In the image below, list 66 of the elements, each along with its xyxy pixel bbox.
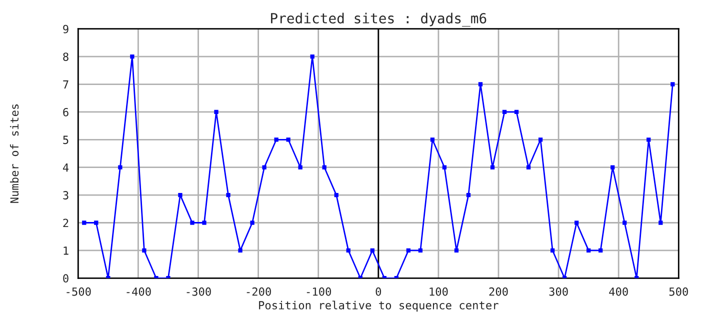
x-tick-label: 200 [489, 287, 508, 296]
y-tick-label: 2 [63, 218, 68, 227]
y-tick-label: 9 [63, 24, 68, 34]
point [610, 165, 615, 170]
y-tick-label: 6 [63, 108, 68, 116]
point [250, 220, 254, 225]
x-tick-label: 400 [609, 287, 628, 296]
point [538, 138, 543, 142]
point [550, 248, 555, 253]
point [586, 248, 591, 253]
point [178, 192, 182, 198]
x-tick-label: -300 [186, 287, 211, 296]
x-tick-label: -100 [306, 287, 332, 296]
point [322, 165, 326, 170]
x-tick-label: -400 [126, 287, 151, 296]
point [646, 138, 651, 142]
point [622, 220, 627, 225]
point [658, 220, 663, 225]
chart-title: Predicted sites : dyads_m6 [271, 12, 486, 27]
point [214, 110, 218, 114]
point [94, 220, 98, 225]
point [274, 138, 278, 142]
x-tick-label: 100 [430, 287, 448, 296]
x-tick-label: -200 [246, 287, 271, 296]
point [286, 138, 290, 142]
point [310, 54, 314, 59]
point [418, 248, 423, 253]
point [598, 248, 603, 253]
point [370, 248, 374, 253]
point [298, 165, 302, 170]
point [202, 220, 206, 225]
y-tick-label: 0 [63, 274, 68, 283]
x-tick-label: 0 [376, 287, 382, 296]
point [574, 220, 579, 225]
point [82, 220, 86, 225]
point [454, 248, 459, 253]
point [478, 82, 483, 86]
y-tick-label: 4 [62, 164, 69, 172]
x-tick-label: 300 [549, 287, 568, 296]
point [430, 138, 435, 142]
point [670, 82, 675, 86]
point [238, 248, 242, 253]
point [526, 165, 531, 170]
y-tick-label: 8 [63, 52, 68, 61]
x-tick-label: -500 [66, 287, 91, 296]
point [142, 248, 146, 253]
x-tick-label: 500 [669, 287, 688, 296]
point [346, 248, 350, 253]
point [118, 165, 122, 170]
point [442, 165, 447, 170]
x-axis-title: Position relative to sequence center [259, 300, 498, 312]
point [130, 54, 134, 59]
y-axis-title: Number of sites [10, 104, 19, 203]
point [406, 248, 411, 253]
point [334, 192, 338, 198]
y-tick-label: 5 [63, 136, 68, 144]
point [226, 192, 230, 198]
point [514, 110, 519, 114]
point [466, 192, 471, 198]
point [502, 110, 507, 114]
point [490, 165, 495, 170]
y-tick-label: 3 [63, 191, 68, 200]
point [262, 165, 266, 170]
y-tick-label: 1 [64, 246, 68, 255]
point [190, 220, 194, 225]
y-tick-label: 7 [63, 80, 68, 89]
